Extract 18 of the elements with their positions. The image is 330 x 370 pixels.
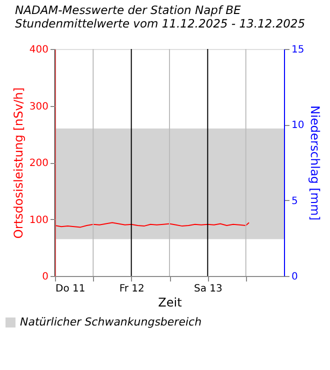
y-tick-label: 400 <box>29 44 48 56</box>
x-tick-label: Sa 13 <box>194 284 222 294</box>
y2-tick-label: 0 <box>292 272 298 282</box>
x-tick-label: Fr 12 <box>119 284 144 294</box>
y-tick-label: 200 <box>29 158 48 169</box>
y-tick-label: 100 <box>29 214 48 226</box>
y-axis-title: Ortsdosisleistung [nSv/h] <box>11 87 26 239</box>
y2-tick-label: 10 <box>292 120 304 132</box>
text: Stundenmittelwerte vom 11.12.2025 - 13.12.2025 <box>15 16 306 30</box>
x-axis-title: Zeit <box>158 296 182 310</box>
y-tick-label: 300 <box>29 101 48 112</box>
legend-label: Natürlicher Schwankungsbereich <box>20 316 202 328</box>
x-tick-label: Do 11 <box>56 284 86 294</box>
y2-axis-title: Niederschlag [mm] <box>308 106 322 220</box>
text: NADAM-Messwerte der Station Napf BE <box>15 3 241 17</box>
y-tick-label: 0 <box>42 272 48 282</box>
y2-tick-label: 5 <box>292 196 298 207</box>
y2-tick-label: 15 <box>292 44 304 56</box>
